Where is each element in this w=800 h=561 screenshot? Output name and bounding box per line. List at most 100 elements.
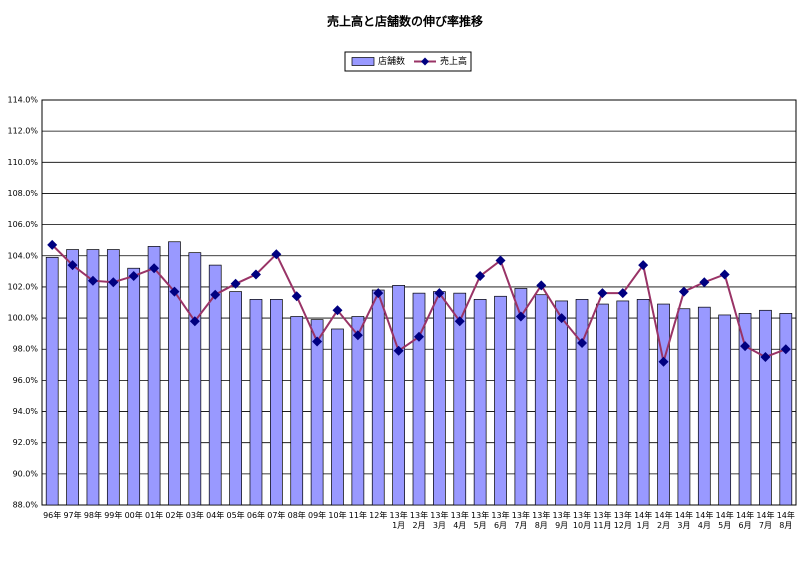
bar [759, 309, 772, 506]
marker [108, 277, 119, 288]
y-tick-label: 102.0% [7, 282, 38, 291]
x-tick-label: 09年 [308, 511, 327, 520]
bar [249, 299, 263, 506]
y-tick-label: 110.0% [7, 158, 38, 167]
y-tick-label: 88.0% [13, 501, 39, 510]
x-tick-label: 99年 [104, 511, 123, 520]
bar [636, 299, 650, 506]
y-tick-label: 112.0% [7, 127, 38, 136]
x-tick-label: 13年 2月 [409, 511, 429, 530]
y-tick-label: 90.0% [13, 469, 39, 478]
x-tick-label: 12年 [369, 511, 388, 520]
marker [699, 277, 710, 288]
x-tick-label: 97年 [63, 511, 82, 520]
x-tick-label: 96年 [43, 511, 62, 520]
x-tick-label: 00年 [124, 511, 143, 520]
bar [331, 328, 344, 506]
marker [719, 269, 730, 280]
bar [66, 249, 79, 506]
y-tick-label: 114.0% [7, 96, 38, 105]
x-tick-label: 14年 1月 [634, 511, 653, 530]
marker [67, 260, 78, 271]
marker [87, 275, 98, 286]
x-tick-label: 14年 8月 [776, 511, 795, 530]
bar [453, 292, 467, 506]
bar [718, 314, 732, 506]
marker [740, 341, 751, 352]
marker [393, 345, 404, 356]
marker [638, 260, 649, 271]
x-tick-label: 06年 [246, 511, 266, 520]
marker [189, 316, 200, 327]
bar [229, 291, 242, 506]
bar [127, 267, 141, 506]
x-tick-label: 01年 [144, 511, 164, 520]
marker [128, 271, 139, 282]
marker [678, 286, 689, 297]
marker [495, 255, 506, 266]
x-tick-label: 13年 9月 [552, 511, 571, 530]
marker [536, 280, 547, 291]
x-tick-label: 10年 [328, 511, 347, 520]
bar [270, 299, 283, 506]
x-tick-label: 14年 2月 [654, 511, 673, 530]
legend-box [344, 51, 472, 72]
x-tick-label: 13年 3月 [430, 511, 449, 530]
bar [514, 288, 528, 506]
bar [412, 292, 426, 506]
marker [373, 288, 384, 299]
y-tick-label: 104.0% [7, 251, 38, 260]
bar [534, 294, 548, 506]
x-tick-label: 13年 1月 [389, 511, 408, 530]
marker [475, 271, 486, 282]
legend-label: 店舗数 [378, 55, 405, 67]
x-tick-label: 14年 6月 [735, 511, 755, 530]
bar [392, 285, 405, 506]
y-tick-label: 94.0% [13, 407, 39, 416]
bar [371, 289, 385, 506]
y-tick-label: 96.0% [13, 376, 39, 385]
legend-marker [421, 57, 429, 66]
x-tick-label: 98年 [83, 511, 103, 520]
marker [515, 311, 526, 322]
bar [738, 313, 752, 506]
marker [556, 313, 567, 324]
y-tick-label: 92.0% [13, 438, 39, 447]
marker [454, 316, 465, 327]
x-tick-label: 02年 [165, 511, 184, 520]
x-tick-label: 14年 3月 [674, 511, 693, 530]
x-tick-label: 13年 12月 [613, 511, 632, 530]
x-tick-label: 08年 [287, 511, 306, 520]
marker [332, 305, 343, 316]
x-tick-label: 03年 [185, 511, 204, 520]
marker [312, 336, 323, 347]
marker [352, 330, 363, 341]
bar [290, 316, 304, 506]
bar [86, 249, 100, 506]
bar [779, 313, 793, 506]
marker [434, 288, 445, 299]
bar [677, 308, 691, 506]
bar [697, 306, 711, 506]
marker [658, 356, 669, 367]
x-tick-label: 05年 [226, 511, 245, 520]
x-tick-label: 13年 6月 [491, 511, 510, 530]
x-tick-label: 13年 10月 [572, 511, 592, 530]
x-tick-label: 13年 11月 [593, 511, 612, 530]
x-tick-label: 13年 4月 [450, 511, 469, 530]
marker [291, 291, 302, 302]
x-tick-label: 13年 8月 [532, 511, 551, 530]
bar [596, 303, 609, 506]
marker [169, 286, 180, 297]
bar [310, 319, 324, 506]
bar [555, 300, 568, 506]
marker [780, 344, 791, 355]
bar [433, 291, 446, 506]
y-tick-label: 106.0% [7, 220, 38, 229]
bar [616, 300, 630, 506]
bar [45, 256, 59, 506]
x-tick-label: 14年 7月 [756, 511, 775, 530]
x-tick-label: 11年 [348, 511, 367, 520]
